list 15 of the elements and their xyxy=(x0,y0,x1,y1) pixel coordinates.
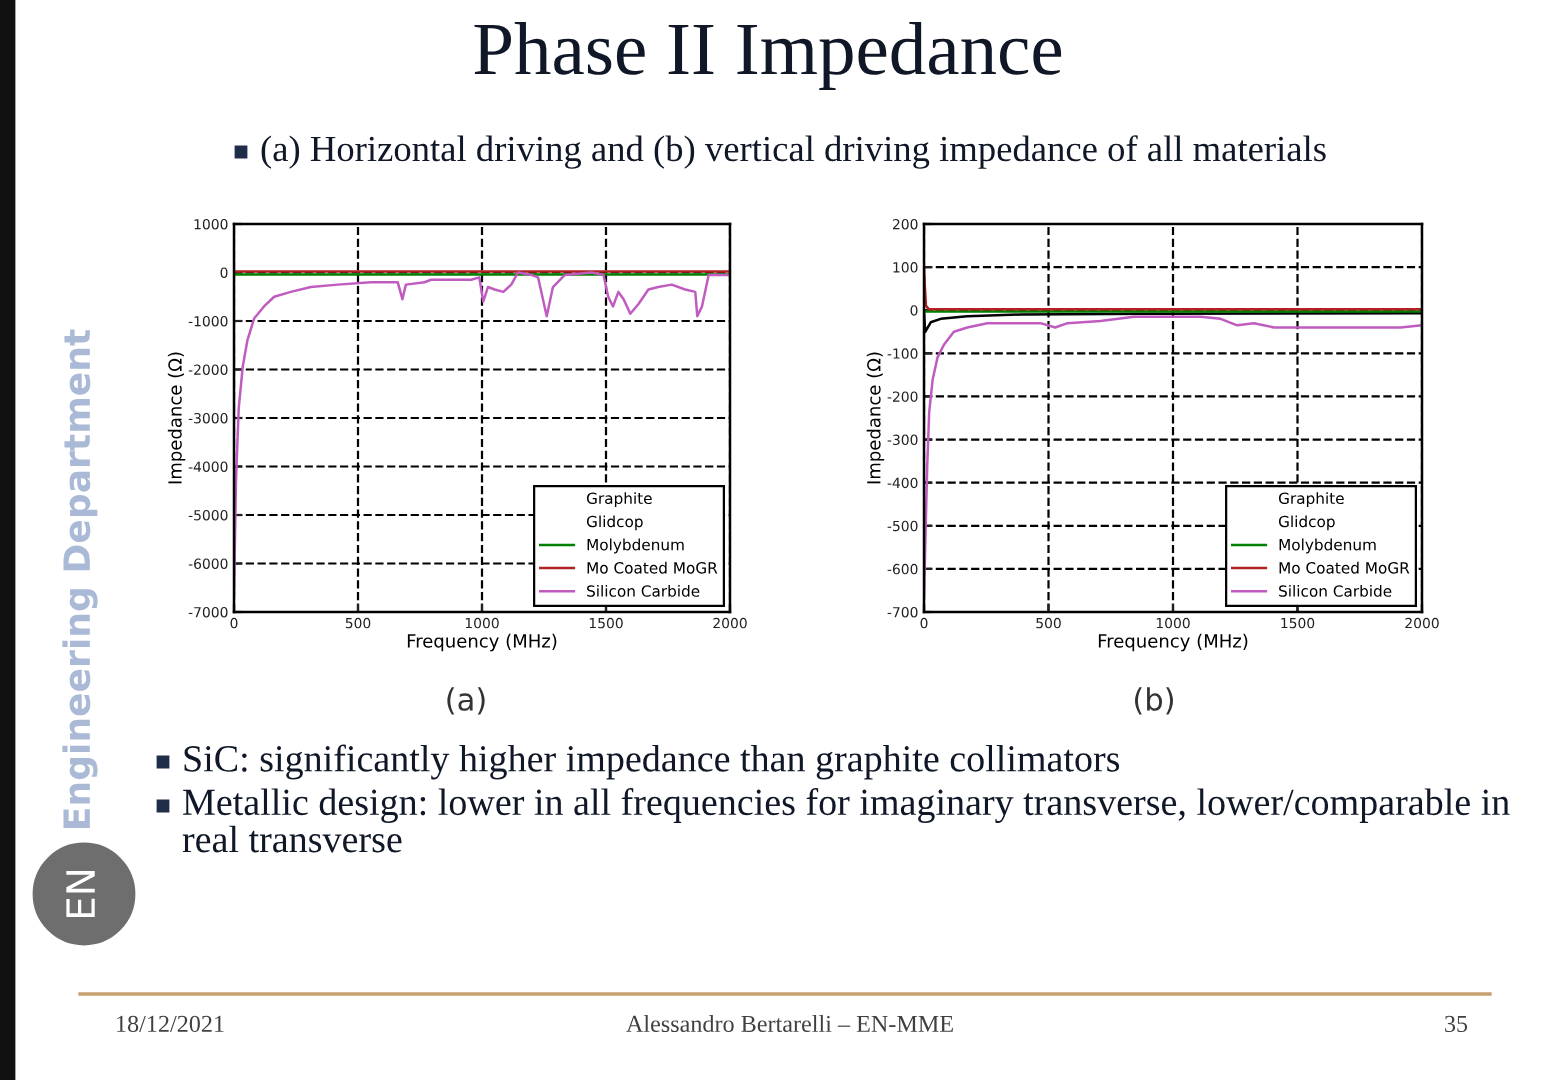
y-axis-title: Impedance (Ω) xyxy=(866,352,885,484)
y-axis-title: Impedance (Ω) xyxy=(167,352,186,484)
x-axis-title: Frequency (MHz) xyxy=(407,633,557,652)
text: 18/12/2021 xyxy=(117,1015,224,1033)
text: SiC: significantly higher impedance than graphite collimators xyxy=(184,744,1120,780)
chart-title: Phase II Impedance xyxy=(474,21,1062,91)
text: Metallic design: lower in all frequencies for imaginary transverse, lower/comparable in real transverse xyxy=(182,788,1510,853)
text: (b) xyxy=(1135,687,1173,715)
text: Engineering Department xyxy=(62,329,98,828)
text: 35 xyxy=(1445,1015,1468,1033)
text: (a) xyxy=(447,687,485,715)
text: EN xyxy=(66,870,95,918)
text: Alessandro Bertarelli – EN-MME xyxy=(626,1015,953,1033)
chart-subtitle: (a) Horizontal driving and (b) vertical driving impedance of all materials xyxy=(261,135,1326,169)
x-axis-title: Frequency (MHz) xyxy=(1098,633,1248,652)
